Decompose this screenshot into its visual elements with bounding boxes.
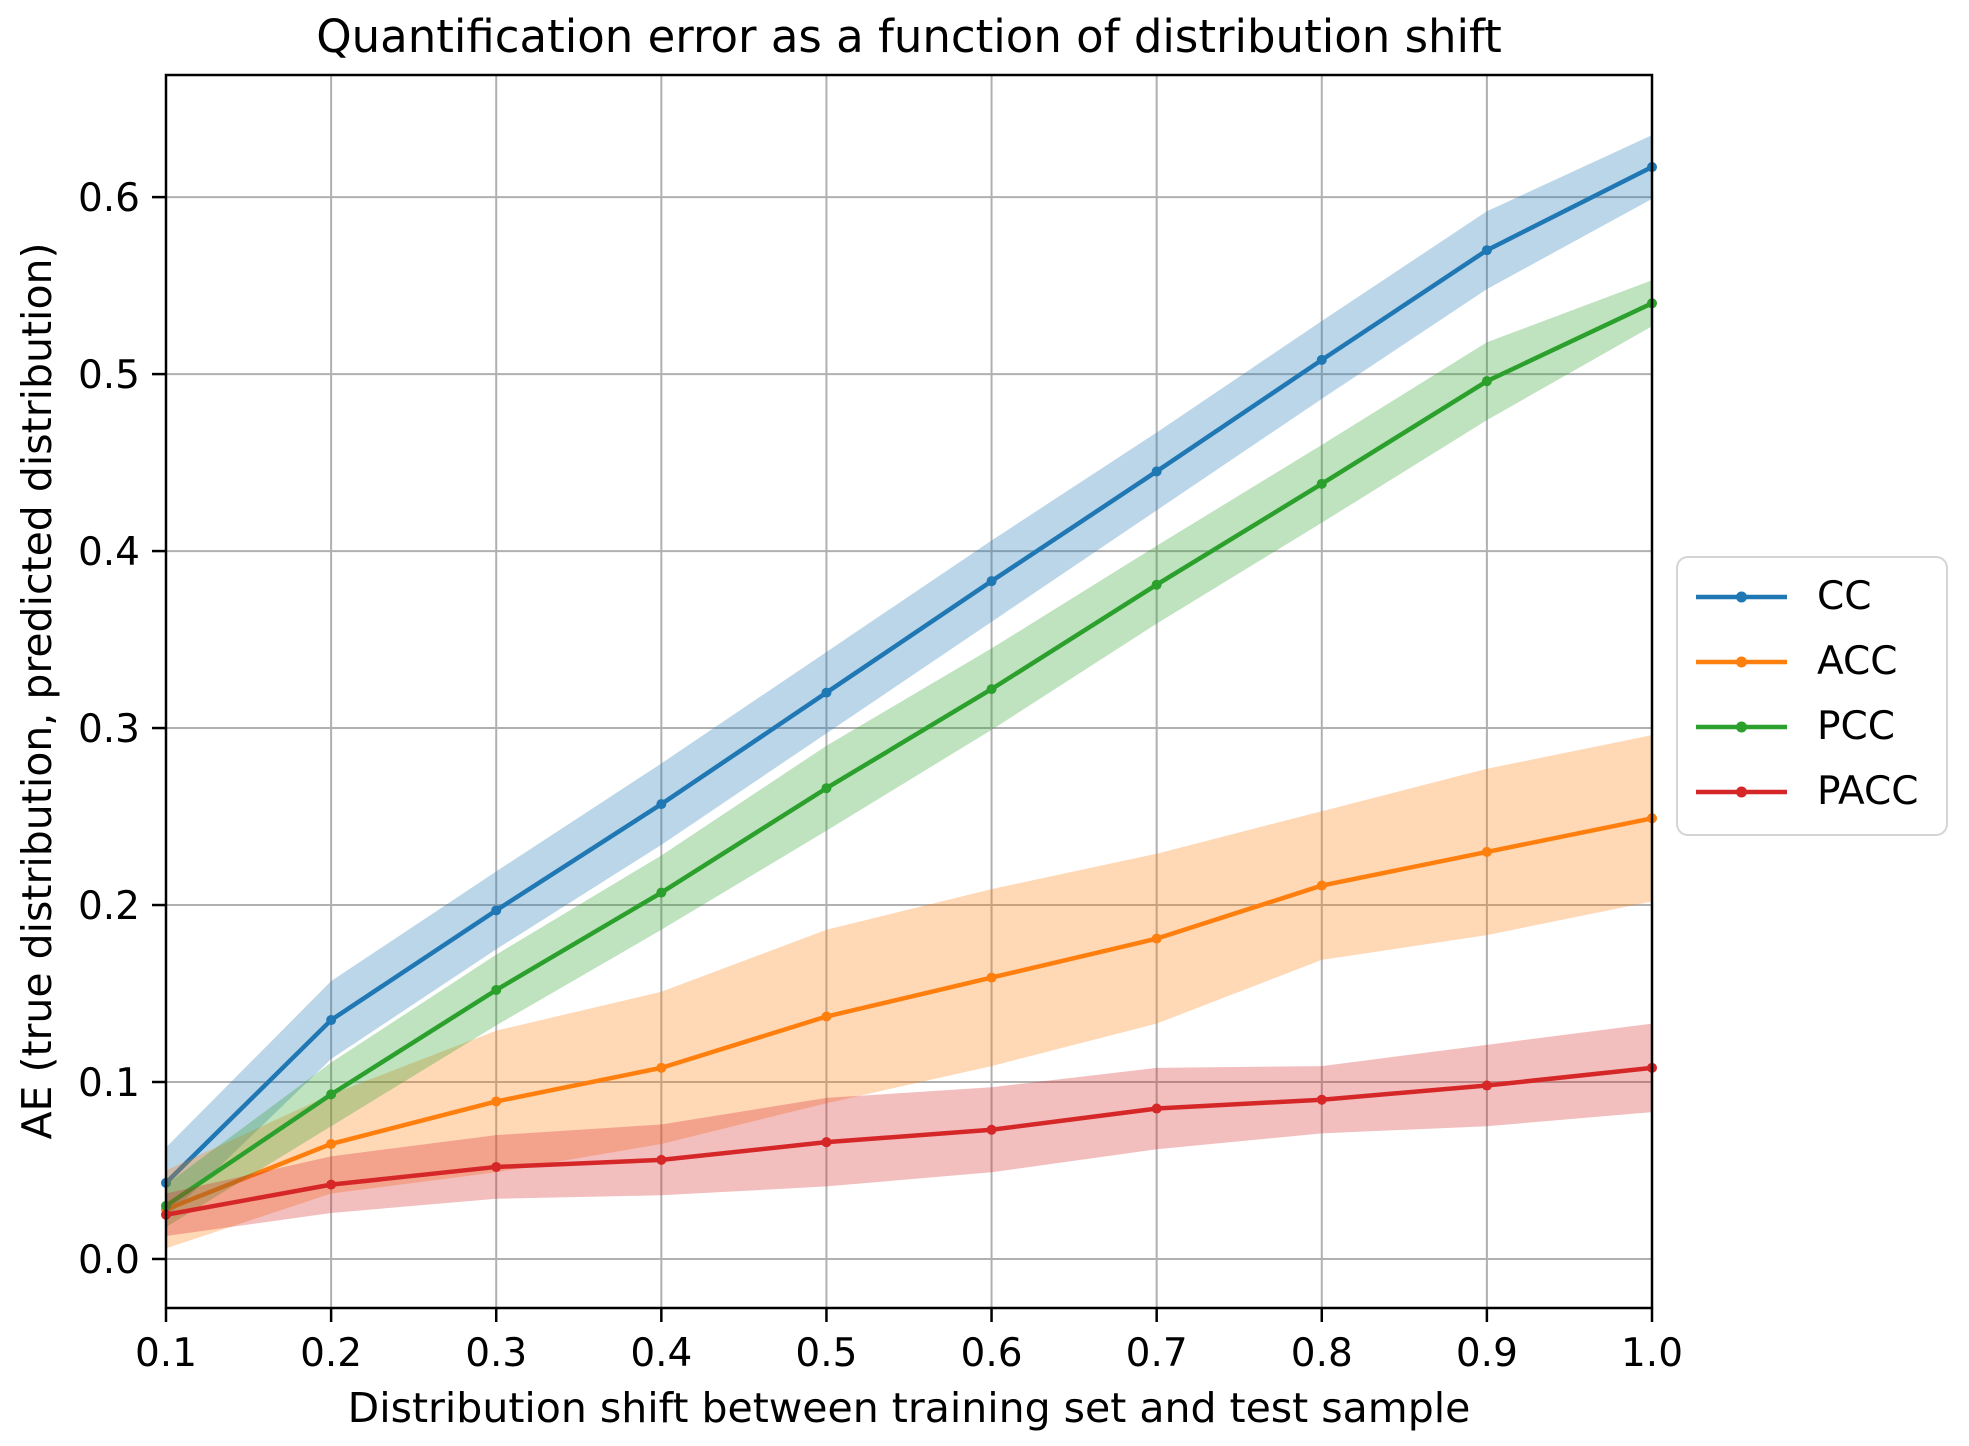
legend-line-marker-icon	[1696, 721, 1787, 732]
legend-item-acc: ACC	[1694, 629, 1936, 694]
marker-pcc	[1316, 478, 1327, 489]
marker-pacc	[1481, 1080, 1492, 1091]
y-tick-label: 0.2	[78, 884, 140, 929]
confidence-band-acc	[166, 735, 1652, 1249]
series-cc	[161, 135, 1657, 1219]
x-tick-labels: 0.1 0.2 0.3 0.4 0.5 0.6 0.7 0.8 0.9 1.0	[135, 1308, 1683, 1376]
x-tick-label: 1.0	[1621, 1331, 1683, 1376]
marker-pacc	[656, 1154, 667, 1165]
marker-pcc	[656, 887, 667, 898]
marker-cc	[986, 576, 997, 587]
legend-label-acc: ACC	[1817, 639, 1898, 684]
marker-pcc	[1481, 376, 1492, 387]
series-acc	[161, 735, 1657, 1249]
marker-pcc	[491, 984, 502, 995]
line-pacc	[163, 1065, 1655, 1217]
marker-pacc	[491, 1161, 502, 1172]
legend-line-marker-icon	[1696, 591, 1787, 602]
x-tick-label: 0.9	[1456, 1331, 1518, 1376]
x-tick-label: 0.6	[961, 1331, 1023, 1376]
marker-pcc	[821, 783, 832, 794]
y-tick-label: 0.5	[78, 353, 140, 398]
legend-line-marker-icon	[1696, 656, 1787, 667]
marker-acc	[1316, 880, 1327, 891]
marker-pacc	[326, 1179, 337, 1190]
marker-pacc	[1151, 1103, 1162, 1114]
y-tick-label: 0.0	[78, 1238, 140, 1283]
marker-cc	[491, 905, 502, 916]
confidence-band-pcc	[166, 280, 1652, 1228]
marker-acc	[1481, 846, 1492, 857]
marker-cc	[821, 687, 832, 698]
x-tick-label: 0.1	[135, 1331, 197, 1376]
legend-label-pcc: PCC	[1817, 704, 1895, 749]
axes-frame	[164, 73, 1654, 1310]
marker-acc	[986, 972, 997, 983]
marker-acc	[491, 1096, 502, 1107]
y-tick-label: 0.4	[78, 530, 140, 575]
legend: CC ACC PCC PACC	[1676, 556, 1948, 836]
confidence-band-pacc	[166, 1023, 1652, 1236]
marker-acc	[326, 1138, 337, 1149]
y-tick-labels: 0.0 0.1 0.2 0.3 0.4 0.5 0.6	[78, 176, 166, 1283]
x-tick-label: 0.4	[630, 1331, 692, 1376]
legend-label-cc: CC	[1817, 574, 1872, 619]
marker-cc	[656, 799, 667, 810]
marker-pcc	[986, 684, 997, 695]
x-axis-label: Distribution shift between training set …	[347, 1384, 1471, 1432]
marker-pacc	[986, 1124, 997, 1135]
marker-cc	[1481, 245, 1492, 256]
legend-item-pacc: PACC	[1694, 759, 1936, 824]
x-tick-label: 0.5	[795, 1331, 857, 1376]
y-tick-label: 0.3	[78, 707, 140, 752]
confidence-band-cc	[166, 135, 1652, 1219]
marker-pcc	[1151, 579, 1162, 590]
series-pacc	[161, 1023, 1657, 1236]
x-tick-label: 0.8	[1291, 1331, 1353, 1376]
marker-cc	[326, 1015, 337, 1026]
marker-acc	[1151, 933, 1162, 944]
legend-item-cc: CC	[1694, 564, 1936, 629]
marker-acc	[656, 1062, 667, 1073]
line-pcc	[163, 301, 1655, 1209]
y-tick-label: 0.1	[78, 1061, 140, 1106]
series-pcc	[161, 280, 1657, 1228]
x-tick-label: 0.2	[300, 1331, 362, 1376]
legend-item-pcc: PCC	[1694, 694, 1936, 759]
legend-label-pacc: PACC	[1817, 769, 1919, 814]
marker-acc	[821, 1011, 832, 1022]
x-tick-label: 0.3	[465, 1331, 527, 1376]
chart-title: Quantification error as a function of di…	[316, 10, 1502, 63]
marker-pacc	[821, 1137, 832, 1148]
marker-pacc	[1316, 1094, 1327, 1105]
marker-cc	[1151, 466, 1162, 477]
marker-pcc	[326, 1089, 337, 1100]
x-tick-label: 0.7	[1126, 1331, 1188, 1376]
legend-line-marker-icon	[1696, 786, 1787, 797]
line-acc	[163, 816, 1655, 1212]
marker-cc	[1316, 354, 1327, 365]
line-cc	[163, 164, 1655, 1186]
y-tick-label: 0.6	[78, 176, 140, 221]
